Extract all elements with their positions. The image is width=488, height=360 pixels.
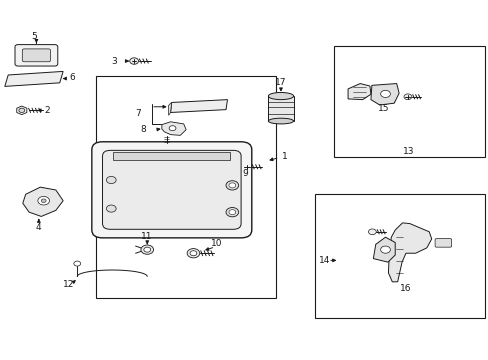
- FancyBboxPatch shape: [22, 49, 50, 62]
- FancyBboxPatch shape: [434, 239, 451, 247]
- Text: 3: 3: [111, 57, 116, 66]
- Bar: [96, 76, 276, 298]
- Circle shape: [74, 261, 81, 266]
- Text: 6: 6: [69, 73, 75, 82]
- Circle shape: [190, 251, 197, 256]
- Polygon shape: [347, 84, 370, 100]
- Polygon shape: [5, 71, 63, 86]
- Text: 2: 2: [44, 106, 50, 115]
- Bar: [113, 153, 230, 160]
- Circle shape: [225, 181, 238, 190]
- Ellipse shape: [268, 93, 293, 100]
- Polygon shape: [168, 103, 171, 115]
- Circle shape: [129, 58, 138, 64]
- Ellipse shape: [268, 118, 293, 124]
- Polygon shape: [370, 84, 398, 105]
- Polygon shape: [162, 122, 186, 135]
- Text: 15: 15: [377, 104, 388, 113]
- Text: 9: 9: [242, 170, 247, 179]
- Text: 14: 14: [318, 256, 329, 265]
- Circle shape: [106, 176, 116, 184]
- Text: 4: 4: [36, 222, 41, 231]
- Bar: [314, 194, 484, 318]
- FancyBboxPatch shape: [15, 45, 58, 66]
- Text: 1: 1: [282, 152, 287, 161]
- Bar: [268, 96, 293, 121]
- Circle shape: [225, 207, 238, 217]
- Polygon shape: [17, 106, 27, 114]
- Circle shape: [228, 210, 235, 215]
- Polygon shape: [387, 223, 431, 282]
- Circle shape: [106, 205, 116, 212]
- FancyBboxPatch shape: [92, 142, 251, 238]
- Circle shape: [403, 94, 411, 100]
- Text: 11: 11: [140, 231, 152, 240]
- Circle shape: [368, 229, 375, 235]
- Circle shape: [19, 108, 25, 112]
- Text: 12: 12: [62, 280, 74, 289]
- Circle shape: [380, 90, 389, 98]
- FancyBboxPatch shape: [102, 150, 241, 229]
- Circle shape: [41, 199, 46, 203]
- Text: 5: 5: [31, 32, 37, 41]
- Circle shape: [380, 246, 389, 253]
- Circle shape: [242, 163, 251, 170]
- Circle shape: [228, 183, 235, 188]
- Text: 13: 13: [402, 147, 414, 156]
- Text: 10: 10: [210, 239, 222, 248]
- Bar: [334, 46, 484, 157]
- Polygon shape: [170, 100, 227, 112]
- Text: 7: 7: [135, 109, 141, 118]
- Circle shape: [141, 245, 153, 254]
- Circle shape: [143, 247, 150, 252]
- Circle shape: [187, 249, 200, 258]
- Text: 8: 8: [140, 125, 146, 134]
- Circle shape: [38, 197, 49, 205]
- Text: 16: 16: [399, 284, 411, 293]
- Text: 17: 17: [275, 78, 286, 87]
- Circle shape: [169, 126, 176, 131]
- Polygon shape: [23, 187, 63, 216]
- Polygon shape: [372, 237, 394, 262]
